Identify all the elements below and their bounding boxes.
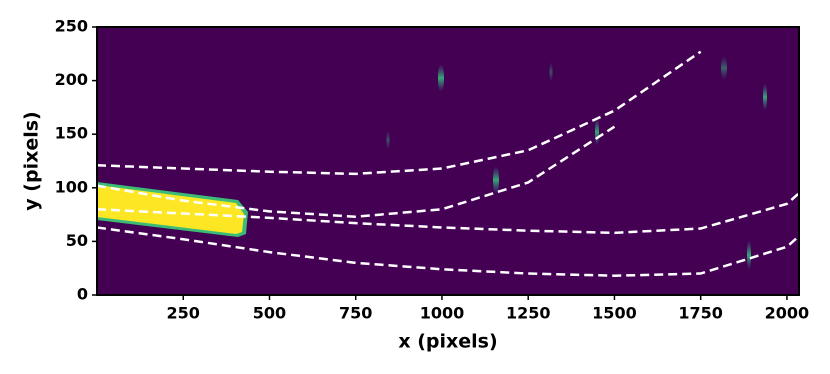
y-tick-label: 250	[55, 17, 88, 36]
plot-frame	[96, 26, 800, 296]
x-tick-label: 1000	[420, 304, 465, 323]
dashed-curve	[97, 125, 616, 218]
y-axis-title: y (pixels)	[21, 111, 43, 210]
bright-source	[97, 185, 244, 234]
x-tick-label: 1750	[678, 304, 723, 323]
x-tick-label: 2000	[765, 304, 810, 323]
x-tick-label: 1250	[506, 304, 551, 323]
streak	[438, 64, 444, 92]
streak	[747, 240, 751, 270]
dashed-curve	[97, 226, 799, 277]
x-tick-label: 250	[167, 304, 200, 323]
x-axis-title: x (pixels)	[398, 331, 497, 353]
y-tick-label: 100	[55, 177, 88, 196]
image-features	[97, 56, 767, 270]
dashed-curve	[97, 192, 799, 235]
streak	[763, 83, 767, 111]
streak	[595, 118, 599, 146]
streak	[386, 130, 390, 150]
x-tick-label: 750	[339, 304, 372, 323]
streak	[549, 62, 553, 82]
streak	[721, 56, 727, 80]
curves	[97, 50, 799, 277]
y-tick-label: 0	[77, 285, 88, 304]
streak	[493, 166, 499, 194]
x-tick-label: 1500	[592, 304, 637, 323]
image-background	[97, 27, 799, 295]
y-tick-label: 50	[66, 231, 88, 250]
y-tick-label: 150	[55, 124, 88, 143]
dashed-curve	[97, 50, 702, 176]
y-tick-label: 200	[55, 70, 88, 89]
x-tick-label: 500	[253, 304, 286, 323]
